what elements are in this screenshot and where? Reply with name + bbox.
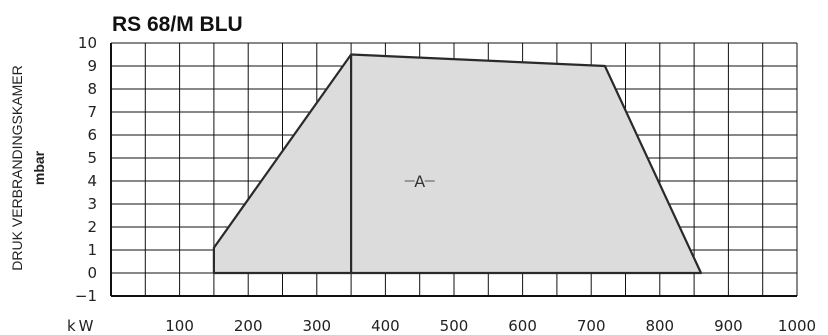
y-tick-label: 4 [87, 172, 97, 190]
x-tick-label: 400 [371, 317, 400, 335]
y-tick-label: 2 [87, 218, 97, 236]
x-axis-label: kW [67, 317, 97, 335]
axes [110, 43, 797, 297]
y-tick-label: 9 [87, 57, 97, 75]
y-tick-label: 7 [87, 103, 97, 121]
x-tick-label: 300 [302, 317, 331, 335]
y-axis-unit: mbar [31, 150, 47, 185]
y-tick-label: 3 [87, 195, 97, 213]
y-axis-label-group: DRUK VERBRANDINGSKAMER mbar [9, 65, 47, 270]
y-tick-label: 1 [87, 241, 97, 259]
x-tick-label: 900 [714, 317, 743, 335]
area-label: A [414, 172, 425, 191]
operating-area [212, 53, 703, 275]
y-tick-label: 10 [78, 34, 97, 52]
chart-title: RS 68/M BLU [112, 13, 243, 36]
x-tick-label: 200 [234, 317, 263, 335]
y-tick-labels: −1 0 1 2 3 4 5 6 7 8 9 10 [75, 34, 97, 305]
x-tick-label: 700 [577, 317, 606, 335]
y-tick-label: 8 [87, 80, 97, 98]
y-tick-label: 6 [87, 126, 97, 144]
plot-area: A [212, 53, 703, 275]
x-tick-labels: 100 200 300 400 500 600 700 800 900 1000 [165, 317, 816, 335]
x-tick-label: 100 [165, 317, 194, 335]
x-tick-label: 800 [645, 317, 674, 335]
y-tick-label: 0 [87, 264, 97, 282]
x-tick-label: 600 [508, 317, 537, 335]
y-tick-label: −1 [75, 287, 97, 305]
y-tick-label: 5 [87, 149, 97, 167]
x-tick-label: 1000 [778, 317, 816, 335]
y-axis-label: DRUK VERBRANDINGSKAMER [9, 65, 25, 270]
x-tick-label: 500 [440, 317, 469, 335]
